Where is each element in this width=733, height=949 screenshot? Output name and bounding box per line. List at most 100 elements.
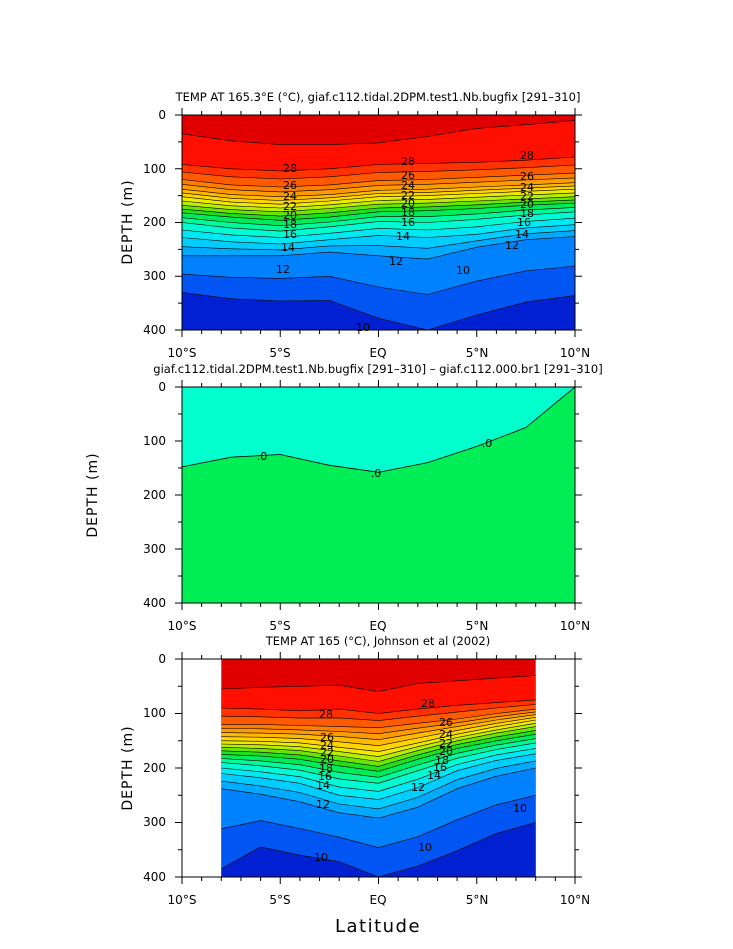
contour-label: 28 <box>283 162 297 175</box>
contour-label: 14 <box>427 769 441 782</box>
temperature-band <box>182 196 575 217</box>
contour-label: 22 <box>283 200 297 213</box>
temperature-band <box>221 768 536 848</box>
contour-line <box>221 711 536 735</box>
contour-line <box>221 767 536 819</box>
contour-label: 18 <box>319 762 333 775</box>
panel-1-contour-lines <box>182 120 575 330</box>
panel-1-title: TEMP AT 165.3°E (°C), giaf.c112.tidal.2D… <box>175 90 581 104</box>
x-tick-label: 10°N <box>560 619 590 633</box>
x-tick-label: 5°N <box>466 619 489 633</box>
x-tick-label: 10°S <box>168 346 197 360</box>
contour-line <box>182 265 575 295</box>
contour-label: 18 <box>283 218 297 231</box>
panel-2-positive-region <box>182 387 575 473</box>
x-tick-label: 10°S <box>168 893 197 907</box>
contour-line <box>221 742 536 784</box>
panel-2-title: giaf.c112.tidal.2DPM.test1.Nb.bugfix [29… <box>153 362 602 376</box>
contour-label: 12 <box>389 255 403 268</box>
contour-label: 20 <box>320 753 334 766</box>
contour-line <box>221 704 536 721</box>
temperature-band <box>221 714 536 746</box>
temperature-band <box>182 207 575 232</box>
temperature-band <box>221 699 536 721</box>
panel-1-x-axis: 10°S 5°S EQ 5°N 10°N <box>168 346 591 360</box>
contour-line <box>221 822 536 877</box>
y-tick-label: 0 <box>158 380 166 394</box>
contour-label: .0 <box>482 437 493 450</box>
y-tick-label: 100 <box>143 434 166 448</box>
y-tick-label: 200 <box>143 761 166 775</box>
contour-label: 26 <box>320 731 334 744</box>
contour-label: 24 <box>401 179 415 192</box>
contour-label: 20 <box>520 198 534 211</box>
contour-line <box>221 699 536 714</box>
x-tick-label: 10°N <box>560 893 590 907</box>
x-tick-label: 5°N <box>466 346 489 360</box>
contour-line <box>221 708 536 729</box>
contour-line <box>182 202 575 221</box>
contour-line <box>182 182 575 198</box>
contour-label: 24 <box>320 739 334 752</box>
y-tick-label: 200 <box>143 215 166 229</box>
x-tick-label: 5°S <box>269 893 290 907</box>
contour-label: 20 <box>439 745 453 758</box>
y-tick-label: 300 <box>143 542 166 556</box>
contour-line <box>182 211 575 232</box>
contour-label: 24 <box>283 190 297 203</box>
y-tick-label: 100 <box>143 706 166 720</box>
contour-label: 16 <box>517 216 531 229</box>
x-tick-label: 5°S <box>269 346 290 360</box>
x-tick-label: EQ <box>369 893 386 907</box>
y-tick-label: 400 <box>143 596 166 610</box>
contour-line <box>182 164 575 180</box>
x-tick-label: 10°S <box>168 619 197 633</box>
panel-1: TEMP AT 165.3°E (°C), giaf.c112.tidal.2D… <box>120 90 590 360</box>
contour-line <box>182 156 575 172</box>
contour-line <box>221 726 536 762</box>
panel-2-x-axis: 10°S 5°S EQ 5°N 10°N <box>168 619 591 633</box>
contour-line <box>221 717 536 747</box>
contour-label: 14 <box>396 230 410 243</box>
contour-label: 22 <box>439 737 453 750</box>
temperature-band <box>221 704 536 728</box>
contour-label: 18 <box>435 754 449 767</box>
temperature-band <box>182 266 575 330</box>
contour-label: 28 <box>421 697 435 710</box>
y-tick-label: 100 <box>143 162 166 176</box>
contour-line <box>221 733 536 772</box>
contour-line <box>221 730 536 767</box>
contour-label: 18 <box>401 206 415 219</box>
contour-label: 14 <box>316 779 330 792</box>
contour-line <box>221 723 536 757</box>
temperature-band <box>221 711 536 740</box>
temperature-band <box>182 120 575 171</box>
y-tick-label: 400 <box>143 870 166 884</box>
temperature-band <box>221 675 536 714</box>
contour-line <box>182 196 575 213</box>
panel-3-title: TEMP AT 165 (°C), Johnson et al (2002) <box>265 634 490 648</box>
contour-label: 14 <box>281 241 295 254</box>
contour-label: 28 <box>319 708 333 721</box>
panel-1-contour-labels: 28 26 24 22 20 18 16 14 12 28 26 24 22 2… <box>276 149 534 334</box>
x-axis-title: Latitude <box>335 916 421 937</box>
contour-line <box>182 217 575 238</box>
panel-3-contour-labels: 28 26 24 22 20 18 16 14 12 28 26 24 22 2… <box>314 697 527 864</box>
contour-label: 20 <box>401 197 415 210</box>
temperature-band <box>182 230 575 260</box>
temperature-band <box>182 165 575 187</box>
contour-label: 12 <box>411 781 425 794</box>
y-tick-label: 400 <box>143 323 166 337</box>
x-tick-label: EQ <box>369 346 386 360</box>
panel-2-tick-marks <box>175 380 582 610</box>
temperature-band <box>182 192 575 212</box>
contour-label: 16 <box>318 770 332 783</box>
contour-line <box>182 236 575 260</box>
panel-2-contour-labels: .0 .0 .0 <box>257 437 493 480</box>
panel-3: TEMP AT 165 (°C), Johnson et al (2002) 2… <box>120 634 590 937</box>
temperature-band <box>182 211 575 238</box>
temperature-band <box>221 795 536 877</box>
panel-3-tick-marks <box>175 652 582 884</box>
contour-line <box>221 795 536 848</box>
contour-line <box>182 188 575 205</box>
